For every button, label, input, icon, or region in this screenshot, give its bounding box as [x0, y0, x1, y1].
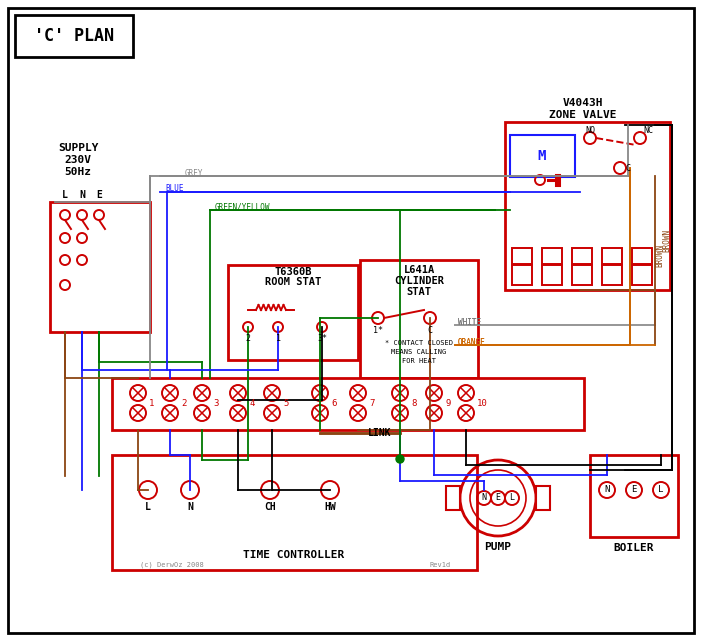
Text: ORANGE: ORANGE	[458, 338, 486, 347]
Text: (c) DerwOz 2008: (c) DerwOz 2008	[140, 562, 204, 569]
Text: C: C	[625, 163, 630, 172]
Bar	[536, 486, 550, 510]
Text: E: E	[496, 494, 501, 503]
Text: 6: 6	[331, 399, 336, 408]
Text: 50Hz: 50Hz	[65, 167, 91, 177]
Text: GREEN/YELLOW: GREEN/YELLOW	[215, 203, 270, 212]
Text: Rev1d: Rev1d	[430, 562, 451, 568]
Text: N: N	[604, 485, 610, 494]
Text: T6360B: T6360B	[274, 267, 312, 277]
Bar	[228, 265, 358, 360]
Text: L: L	[145, 502, 151, 512]
Text: NC: NC	[643, 126, 653, 135]
Bar	[602, 248, 622, 264]
Bar	[15, 15, 133, 57]
Text: 8: 8	[411, 399, 416, 408]
Text: E: E	[631, 485, 637, 494]
Bar	[542, 265, 562, 285]
Bar	[112, 378, 584, 430]
Text: CYLINDER: CYLINDER	[394, 276, 444, 286]
Text: N: N	[79, 190, 85, 200]
Bar	[572, 248, 592, 264]
Text: BROWN: BROWN	[662, 228, 671, 251]
Text: 'C' PLAN: 'C' PLAN	[34, 27, 114, 45]
Text: M: M	[538, 149, 546, 163]
Text: L: L	[658, 485, 663, 494]
Bar	[446, 486, 460, 510]
Bar	[512, 265, 532, 285]
Bar	[50, 202, 150, 332]
Text: N: N	[187, 502, 193, 512]
Bar	[505, 122, 670, 290]
Text: 2: 2	[181, 399, 186, 408]
Text: HW: HW	[324, 502, 336, 512]
Text: CH: CH	[264, 502, 276, 512]
Text: WHITE: WHITE	[458, 317, 481, 326]
Text: 3: 3	[213, 399, 218, 408]
Bar	[632, 248, 652, 264]
Text: BOILER: BOILER	[614, 543, 654, 553]
Bar	[572, 265, 592, 285]
Text: BLUE: BLUE	[165, 183, 183, 192]
Text: L: L	[62, 190, 68, 200]
Bar	[510, 135, 575, 177]
Bar	[542, 248, 562, 264]
Bar	[590, 455, 678, 537]
Text: ORANGE: ORANGE	[458, 338, 486, 347]
Text: FOR HEAT: FOR HEAT	[402, 358, 436, 364]
Text: ROOM STAT: ROOM STAT	[265, 277, 321, 287]
Text: 1*: 1*	[373, 326, 383, 335]
Text: 9: 9	[445, 399, 451, 408]
Text: 230V: 230V	[65, 155, 91, 165]
Text: MEANS CALLING: MEANS CALLING	[392, 349, 446, 355]
Text: 1: 1	[275, 333, 281, 342]
Text: GREY: GREY	[185, 169, 204, 178]
Text: E: E	[96, 190, 102, 200]
Text: STAT: STAT	[406, 287, 432, 297]
Bar	[512, 248, 532, 264]
Text: NO: NO	[585, 126, 595, 135]
Text: V4043H: V4043H	[563, 98, 603, 108]
Text: C: C	[428, 326, 432, 335]
Bar	[112, 455, 477, 570]
Bar	[632, 265, 652, 285]
Text: SUPPLY: SUPPLY	[58, 143, 98, 153]
Text: 7: 7	[369, 399, 374, 408]
Text: ZONE VALVE: ZONE VALVE	[549, 110, 617, 120]
Text: N: N	[482, 494, 486, 503]
Text: BROWN: BROWN	[656, 244, 665, 267]
Text: 5: 5	[283, 399, 289, 408]
Text: LINK: LINK	[369, 428, 392, 438]
Text: 3*: 3*	[317, 333, 327, 342]
Text: TIME CONTROLLER: TIME CONTROLLER	[244, 550, 345, 560]
Bar	[360, 260, 478, 378]
Text: L641A: L641A	[404, 265, 435, 275]
Text: L: L	[510, 494, 515, 503]
Text: * CONTACT CLOSED: * CONTACT CLOSED	[385, 340, 453, 346]
Text: 2: 2	[246, 333, 251, 342]
Text: 10: 10	[477, 399, 488, 408]
Text: WHITE: WHITE	[458, 317, 481, 326]
Bar	[602, 265, 622, 285]
Circle shape	[396, 455, 404, 463]
Text: PUMP: PUMP	[484, 542, 512, 552]
Text: 1: 1	[149, 399, 154, 408]
Text: 4: 4	[249, 399, 254, 408]
